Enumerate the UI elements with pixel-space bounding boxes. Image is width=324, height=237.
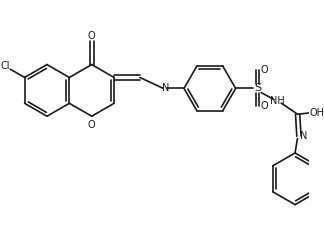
Text: O: O — [260, 101, 268, 111]
Text: Cl: Cl — [1, 61, 10, 72]
Text: O: O — [260, 65, 268, 75]
Text: S: S — [254, 83, 261, 93]
Text: N: N — [162, 83, 169, 93]
Text: OH: OH — [309, 108, 324, 118]
Text: N: N — [299, 131, 307, 141]
Text: O: O — [88, 31, 96, 41]
Text: O: O — [88, 120, 96, 130]
Text: NH: NH — [270, 96, 284, 106]
